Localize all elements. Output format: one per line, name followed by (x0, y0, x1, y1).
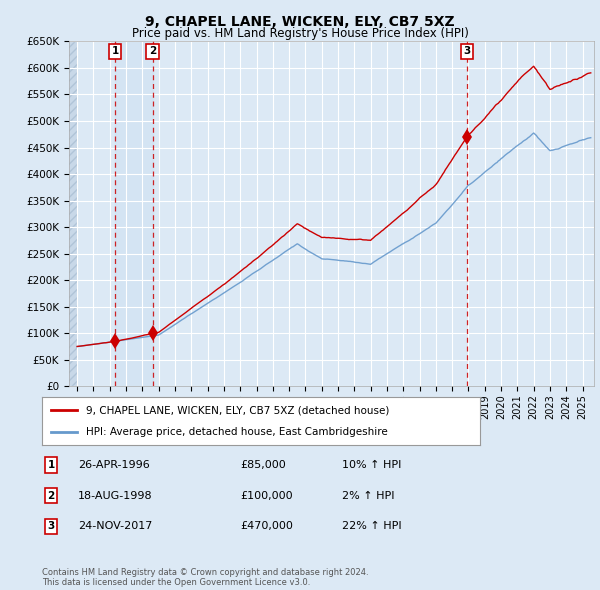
Text: 3: 3 (463, 47, 470, 57)
Text: £100,000: £100,000 (240, 491, 293, 500)
Text: 18-AUG-1998: 18-AUG-1998 (78, 491, 152, 500)
Text: 2: 2 (47, 491, 55, 500)
Text: 9, CHAPEL LANE, WICKEN, ELY, CB7 5XZ (detached house): 9, CHAPEL LANE, WICKEN, ELY, CB7 5XZ (de… (86, 405, 389, 415)
Text: 2% ↑ HPI: 2% ↑ HPI (342, 491, 395, 500)
Text: 3: 3 (47, 522, 55, 531)
Text: 2: 2 (149, 47, 156, 57)
Text: 9, CHAPEL LANE, WICKEN, ELY, CB7 5XZ: 9, CHAPEL LANE, WICKEN, ELY, CB7 5XZ (145, 15, 455, 29)
Bar (115, 41, 152, 386)
Text: HPI: Average price, detached house, East Cambridgeshire: HPI: Average price, detached house, East… (86, 427, 388, 437)
Text: 1: 1 (47, 460, 55, 470)
Text: Contains HM Land Registry data © Crown copyright and database right 2024.
This d: Contains HM Land Registry data © Crown c… (42, 568, 368, 587)
Text: 22% ↑ HPI: 22% ↑ HPI (342, 522, 401, 531)
Text: 26-APR-1996: 26-APR-1996 (78, 460, 150, 470)
Text: Price paid vs. HM Land Registry's House Price Index (HPI): Price paid vs. HM Land Registry's House … (131, 27, 469, 40)
Text: £470,000: £470,000 (240, 522, 293, 531)
Text: £85,000: £85,000 (240, 460, 286, 470)
Text: 1: 1 (112, 47, 119, 57)
Text: 24-NOV-2017: 24-NOV-2017 (78, 522, 152, 531)
Text: 10% ↑ HPI: 10% ↑ HPI (342, 460, 401, 470)
